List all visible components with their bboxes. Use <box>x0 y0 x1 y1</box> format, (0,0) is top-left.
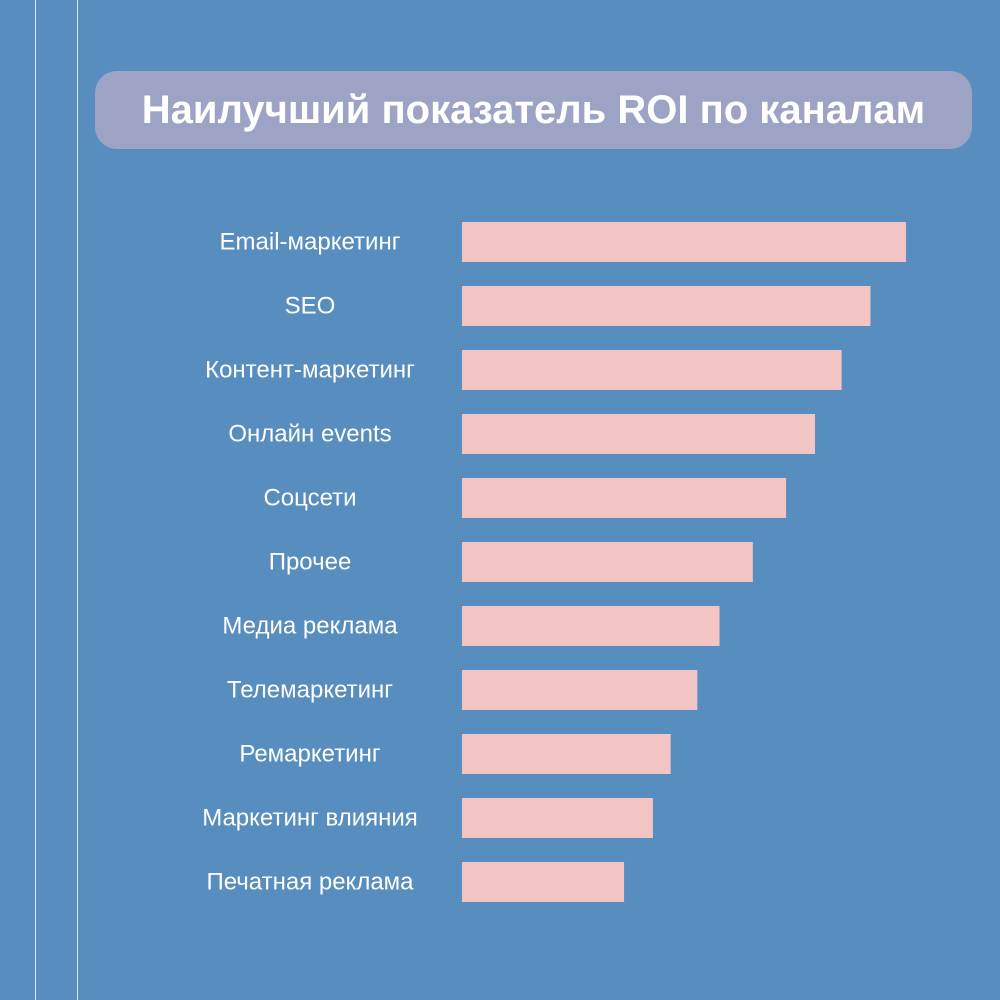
category-label: Онлайн events <box>228 421 391 448</box>
decorative-line-left <box>35 0 36 1000</box>
category-label: SEO <box>285 293 336 320</box>
category-label: Соцсети <box>263 485 356 512</box>
decorative-line-right <box>77 0 78 1000</box>
bar-2 <box>462 286 871 326</box>
bar-9 <box>462 734 671 774</box>
bar-1 <box>462 222 906 262</box>
bar-7 <box>462 606 720 646</box>
category-label: Email-маркетинг <box>220 229 401 256</box>
category-label: Прочее <box>269 549 352 576</box>
title-banner: Наилучший показатель ROI по каналам <box>95 71 972 149</box>
chart-title: Наилучший показатель ROI по каналам <box>141 88 926 132</box>
category-label: Печатная реклама <box>206 869 414 896</box>
bar-10 <box>462 798 653 838</box>
bar-5 <box>462 478 787 518</box>
category-label: Медиа реклама <box>222 613 398 640</box>
bar-8 <box>462 670 698 710</box>
category-label: Контент-маркетинг <box>205 357 415 384</box>
bar-3 <box>462 350 842 390</box>
category-label: Ремаркетинг <box>239 741 380 768</box>
category-label: Маркетинг влияния <box>202 805 418 832</box>
category-label: Телемаркетинг <box>227 677 393 704</box>
bar-6 <box>462 542 753 582</box>
bar-11 <box>462 862 625 902</box>
bar-4 <box>462 414 815 454</box>
